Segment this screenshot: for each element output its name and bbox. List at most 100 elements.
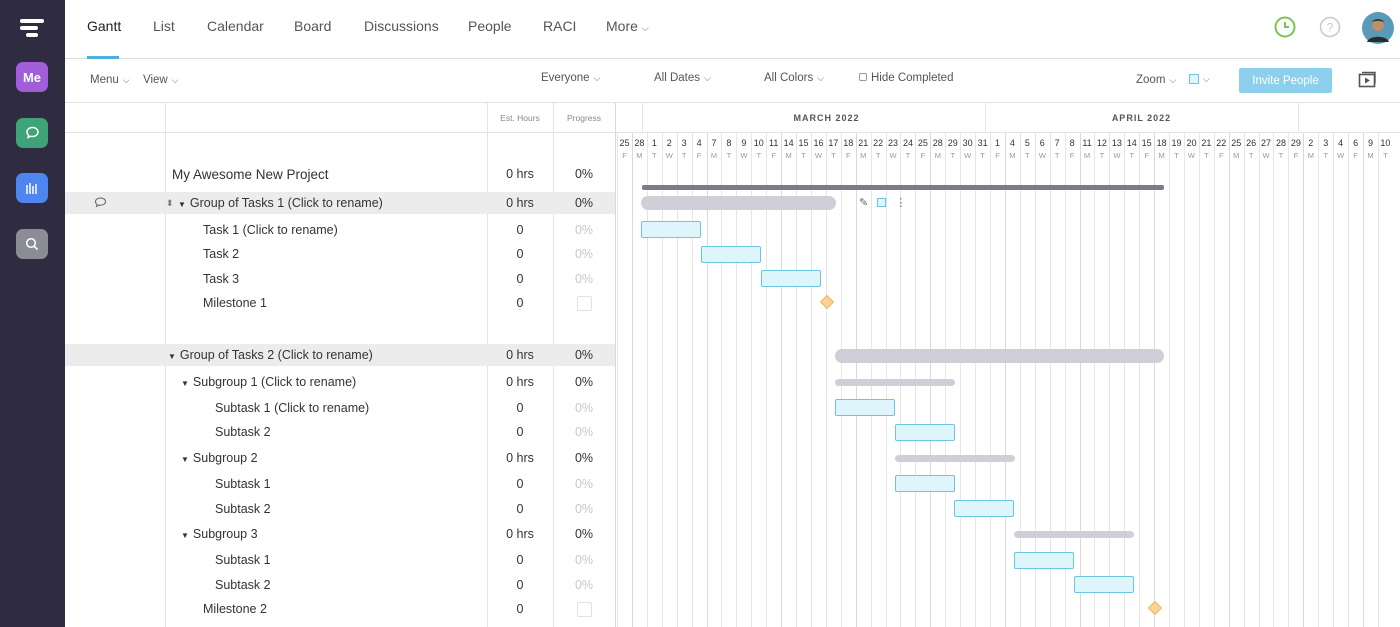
collapse-caret-icon[interactable]: ▼ xyxy=(181,531,189,540)
time-tracking-icon[interactable] xyxy=(1274,16,1296,38)
chevron-down-icon: ⌵ xyxy=(641,23,649,33)
collapse-caret-icon[interactable]: ▼ xyxy=(181,455,189,464)
zoom-dropdown[interactable]: Zoom ⌵ xyxy=(1136,74,1176,86)
milestone-row[interactable]: Milestone 2 0 xyxy=(65,599,615,619)
me-button[interactable]: Me xyxy=(16,62,48,92)
subgroup-bar[interactable] xyxy=(895,455,1015,462)
task-row[interactable]: Subtask 2 0 0% xyxy=(65,422,615,442)
task-bar[interactable] xyxy=(761,270,821,287)
edit-pencil-icon[interactable]: ✎ xyxy=(859,197,869,209)
day-gridline xyxy=(810,133,812,627)
task-row[interactable]: Subtask 2 0 0% xyxy=(65,575,615,595)
project-bar[interactable] xyxy=(642,185,1164,190)
subgroup-row[interactable]: ▼ Subgroup 1 (Click to rename) 0 hrs 0% xyxy=(65,372,615,392)
row-name[interactable]: Task 1 (Click to rename) xyxy=(203,223,338,237)
tab-people[interactable]: People xyxy=(468,18,512,34)
row-name[interactable]: Subtask 2 xyxy=(215,578,271,592)
dates-filter[interactable]: All Dates ⌵ xyxy=(654,72,711,84)
progress-header[interactable]: Progress xyxy=(566,113,601,123)
subgroup-row[interactable]: ▼ Subgroup 3 0 hrs 0% xyxy=(65,524,615,544)
avatar[interactable] xyxy=(1362,12,1394,44)
task-bar[interactable] xyxy=(895,424,955,441)
row-name[interactable]: Subtask 1 xyxy=(215,553,271,567)
est-hours-header[interactable]: Est. Hours xyxy=(500,113,540,123)
tab-raci[interactable]: RACI xyxy=(543,18,577,34)
row-name[interactable]: Group of Tasks 1 (Click to rename) xyxy=(189,196,383,210)
hide-completed-checkbox[interactable] xyxy=(859,73,867,81)
more-options-icon[interactable]: ⋮ xyxy=(895,197,907,209)
task-row[interactable]: Subtask 1 (Click to rename) 0 0% xyxy=(65,398,615,418)
day-gridline xyxy=(617,133,618,627)
tab-discussions[interactable]: Discussions xyxy=(364,18,439,34)
day-gridline xyxy=(1258,133,1260,627)
milestone-complete-checkbox[interactable] xyxy=(553,599,615,619)
color-picker[interactable]: ⌵ xyxy=(1189,73,1210,85)
milestone-diamond-icon[interactable] xyxy=(1147,600,1163,616)
subgroup-row[interactable]: ▼ Subgroup 2 0 hrs 0% xyxy=(65,448,615,468)
present-icon[interactable] xyxy=(1357,70,1377,90)
task-row[interactable]: Subtask 1 0 0% xyxy=(65,474,615,494)
comment-icon[interactable] xyxy=(94,197,107,208)
task-bar[interactable] xyxy=(1074,576,1134,593)
collapse-caret-icon[interactable]: ▼ xyxy=(178,200,186,209)
task-bar[interactable] xyxy=(954,500,1014,517)
row-label: Subtask 1 xyxy=(215,474,271,494)
row-name[interactable]: Subgroup 3 xyxy=(192,527,258,541)
subgroup-bar[interactable] xyxy=(835,379,955,386)
tab-list[interactable]: List xyxy=(153,18,175,34)
task-bar[interactable] xyxy=(895,475,955,492)
project-row[interactable]: My Awesome New Project 0 hrs 0% xyxy=(65,167,615,187)
row-name[interactable]: Task 2 xyxy=(203,247,240,261)
colors-filter[interactable]: All Colors ⌵ xyxy=(764,72,824,84)
milestone-row[interactable]: Milestone 1 0 xyxy=(65,293,615,313)
everyone-filter[interactable]: Everyone ⌵ xyxy=(541,72,600,84)
row-name[interactable]: Task 3 xyxy=(203,272,240,286)
task-row[interactable]: Subtask 1 0 0% xyxy=(65,550,615,570)
tab-more[interactable]: More ⌵ xyxy=(606,18,649,34)
task-row[interactable]: Task 3 0 0% xyxy=(65,269,615,289)
task-bar[interactable] xyxy=(641,221,701,238)
row-name[interactable]: Subtask 1 xyxy=(215,477,271,491)
row-name[interactable]: Group of Tasks 2 (Click to rename) xyxy=(179,348,373,362)
invite-people-button[interactable]: Invite People xyxy=(1239,68,1332,93)
group-bar[interactable] xyxy=(835,349,1164,363)
task-bar[interactable] xyxy=(835,399,895,416)
collapse-caret-icon[interactable]: ▼ xyxy=(181,379,189,388)
tab-gantt[interactable]: Gantt xyxy=(87,18,122,34)
view-dropdown[interactable]: View ⌵ xyxy=(143,74,179,86)
tab-calendar[interactable]: Calendar xyxy=(207,18,264,34)
row-name[interactable]: Milestone 1 xyxy=(203,296,267,310)
milestone-complete-checkbox[interactable] xyxy=(553,293,615,313)
group-row[interactable]: ▼ Group of Tasks 2 (Click to rename) 0 hrs… xyxy=(65,344,615,366)
task-row[interactable]: Task 2 0 0% xyxy=(65,244,615,264)
help-icon[interactable]: ? xyxy=(1319,16,1341,38)
milestone-diamond-icon[interactable] xyxy=(819,294,835,310)
task-row[interactable]: Subtask 2 0 0% xyxy=(65,499,615,519)
row-name[interactable]: Subtask 1 (Click to rename) xyxy=(215,401,370,415)
row-name[interactable]: Subgroup 2 xyxy=(192,451,258,465)
subgroup-bar[interactable] xyxy=(1014,531,1134,538)
month-label: APRIL 2022 xyxy=(1111,113,1172,123)
day-gridline xyxy=(1124,133,1126,627)
row-name[interactable]: Subtask 2 xyxy=(215,425,271,439)
task-row[interactable]: Task 1 (Click to rename) 0 0% xyxy=(65,220,615,240)
menu-dropdown[interactable]: Menu ⌵ xyxy=(90,74,130,86)
project-name[interactable]: My Awesome New Project xyxy=(172,167,329,182)
drag-handle-icon[interactable]: ⬍ xyxy=(166,198,174,208)
collapse-caret-icon[interactable]: ▼ xyxy=(168,352,176,361)
day-number: 30 xyxy=(962,138,973,148)
row-name[interactable]: Subgroup 1 (Click to rename) xyxy=(192,375,357,389)
hide-completed-toggle[interactable]: Hide Completed xyxy=(859,72,953,84)
color-swatch-icon[interactable] xyxy=(877,198,887,207)
app-logo-icon[interactable] xyxy=(20,19,44,39)
tab-board[interactable]: Board xyxy=(294,18,332,34)
group-bar[interactable] xyxy=(641,196,836,210)
row-name[interactable]: Milestone 2 xyxy=(203,602,267,616)
chat-button[interactable] xyxy=(16,118,48,148)
group-row[interactable]: ⬍ ▼ Group of Tasks 1 (Click to rename) 0 hr… xyxy=(65,192,615,214)
reports-button[interactable] xyxy=(16,173,48,203)
task-bar[interactable] xyxy=(701,246,761,263)
task-bar[interactable] xyxy=(1014,552,1074,569)
row-name[interactable]: Subtask 2 xyxy=(215,502,271,516)
search-button[interactable] xyxy=(16,229,48,259)
